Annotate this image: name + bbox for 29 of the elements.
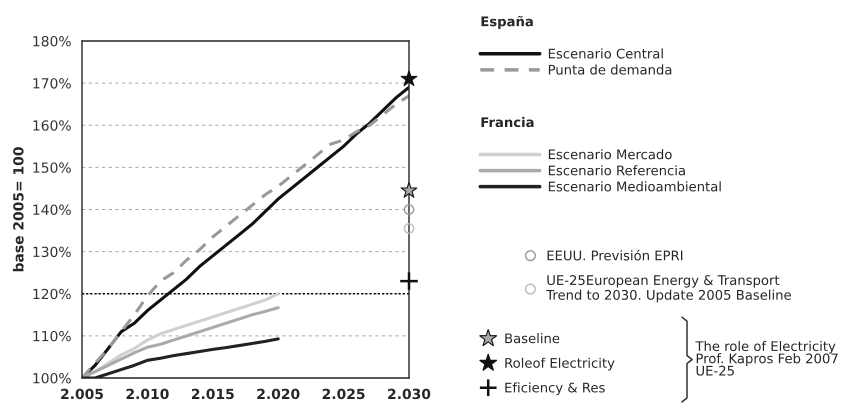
- legend-label: Eficiency & Res: [505, 382, 605, 396]
- y-tick-label: 160%: [33, 120, 71, 131]
- legend-label: Punta de demanda: [548, 64, 672, 75]
- legend-label: EEUU. Previsión EPRI: [548, 250, 682, 260]
- y-tick-label: 180%: [33, 36, 71, 46]
- y-tick-label: 110%: [33, 330, 71, 342]
- legend-label: Roleof Electricity: [505, 358, 615, 370]
- x-tick-label: 2.030: [388, 388, 430, 400]
- legend-label: Baseline: [505, 333, 560, 344]
- x-tick-label: 2.005: [61, 388, 103, 400]
- legend-label: Escenario Mercado: [548, 149, 672, 160]
- legend-label: UE-25European Energy & Transport Trend to 2030. Update 2005 Baseline: [546, 275, 791, 302]
- x-tick-label: 2.020: [257, 388, 300, 400]
- y-tick-label: 120%: [33, 288, 71, 300]
- y-tick-label: 140%: [33, 204, 71, 215]
- text: Francia: [482, 116, 534, 128]
- y-tick-label: 130%: [33, 246, 71, 258]
- text: The role of Electricity Prof. Kapros Feb 2007 UE-25: [695, 340, 838, 376]
- y-axis-title: base 2005= 100: [12, 147, 24, 272]
- legend-label: Escenario Referencia: [548, 165, 685, 176]
- y-tick-label: 150%: [33, 162, 71, 173]
- text: España: [482, 16, 533, 29]
- y-tick-label: 100%: [33, 372, 71, 384]
- x-tick-label: 2.010: [126, 388, 169, 400]
- x-tick-label: 2.025: [322, 388, 365, 400]
- legend-label: Escenario Medioambiental: [548, 181, 721, 192]
- legend-label: Escenario Central: [548, 48, 663, 59]
- x-tick-label: 2.015: [192, 388, 234, 400]
- y-tick-label: 170%: [33, 78, 71, 89]
